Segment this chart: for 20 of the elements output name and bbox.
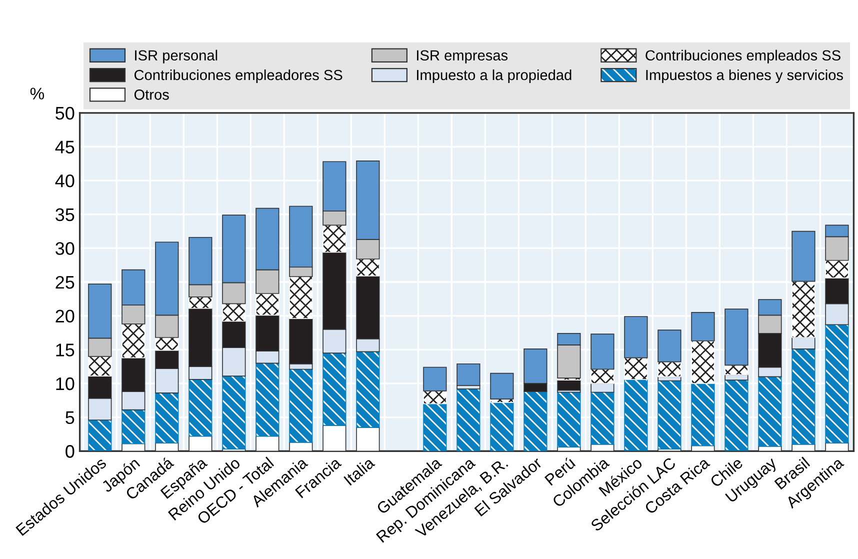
y-tick-label: 5 (66, 411, 74, 424)
y-tick-label: 20 (56, 310, 74, 323)
y-tick-label: 40 (55, 174, 74, 188)
y-tick-label: 35 (56, 208, 74, 222)
legend-label: ISR personal (135, 50, 218, 64)
legend-label: Contribuciones empleados SS (646, 50, 840, 64)
y-tick-label: 50 (56, 106, 74, 120)
x-tick-label: Italia (343, 456, 376, 486)
y-tick-label: 10 (56, 377, 74, 390)
y-tick-label: 0 (66, 445, 74, 458)
y-tick-label: 45 (55, 140, 74, 154)
y-axis-title: % (30, 88, 44, 100)
legend-label: Impuestos a bienes y servicios (646, 69, 843, 84)
y-tick-label: 30 (56, 242, 74, 255)
y-tick-label: 15 (56, 344, 74, 356)
legend-label: ISR empresas (417, 50, 508, 64)
legend-label: Otros (134, 90, 169, 100)
legend-label: Impuesto a la propiedad (417, 69, 572, 84)
y-tick-label: 25 (56, 276, 74, 289)
legend-label: Contribuciones empleadores SS (134, 69, 342, 84)
